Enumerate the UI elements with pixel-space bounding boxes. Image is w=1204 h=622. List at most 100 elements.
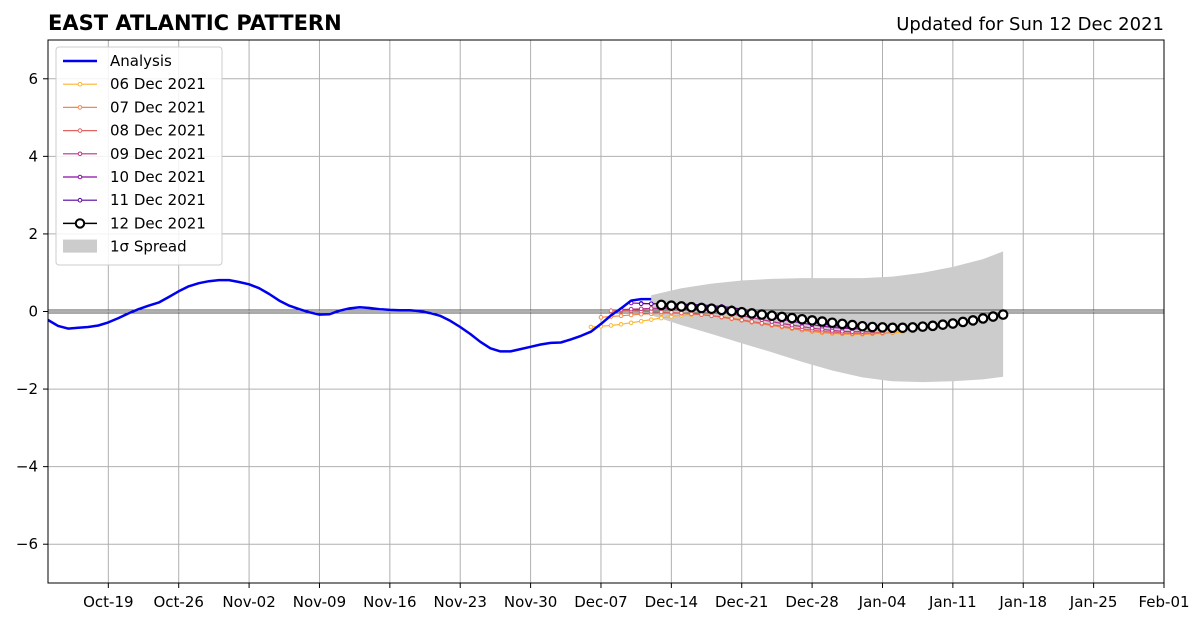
forecast-point: [699, 312, 704, 317]
x-tick-label: Dec-07: [574, 593, 628, 611]
legend-label: 1σ Spread: [110, 238, 187, 256]
forecast-point: [987, 311, 999, 322]
forecast-point: [598, 315, 604, 320]
legend-label: 07 Dec 2021: [110, 98, 206, 116]
x-tick-label: Oct-19: [83, 593, 133, 611]
forecast-point: [628, 312, 634, 318]
forecast-point: [628, 320, 634, 326]
analysis-line: [47, 278, 652, 353]
y-tick-label: 6: [28, 70, 38, 88]
spread-layer: [651, 251, 1004, 383]
forecast-point: [756, 309, 768, 320]
forecast-point: [628, 306, 634, 312]
forecast-point: [588, 324, 594, 330]
forecast-point: [648, 306, 654, 311]
legend-marker: [77, 81, 83, 87]
series-layer: [588, 299, 1009, 337]
x-tick-label: Jan-18: [998, 593, 1047, 611]
legend-marker: [77, 105, 83, 110]
x-tick-label: Nov-23: [434, 593, 487, 611]
analysis-layer: [47, 278, 652, 353]
x-tick-label: Nov-16: [363, 593, 416, 611]
legend-label: Analysis: [110, 52, 172, 70]
forecast-point: [816, 316, 828, 327]
y-tick-label: −4: [16, 458, 38, 476]
forecast-point: [857, 320, 868, 332]
x-tick-label: Jan-25: [1069, 593, 1118, 611]
forecast-point: [726, 305, 737, 317]
forecast-point: [897, 322, 908, 334]
forecast-point: [927, 320, 939, 332]
forecast-point: [608, 308, 614, 314]
forecast-point: [836, 318, 848, 330]
forecast-point: [696, 302, 707, 314]
legend-marker: [77, 197, 83, 203]
forecast-point: [776, 311, 788, 323]
forecast-point: [796, 313, 808, 325]
forecast-point: [689, 311, 694, 317]
forecast-point: [977, 313, 989, 324]
forecast-point: [947, 318, 959, 329]
y-tick-label: 2: [28, 225, 38, 243]
forecast-point: [749, 319, 755, 324]
forecast-point: [997, 309, 1009, 320]
legend-label: 06 Dec 2021: [110, 75, 206, 93]
legend-label: 12 Dec 2021: [110, 214, 206, 232]
forecast-point: [638, 301, 644, 307]
legend-marker: [77, 174, 83, 180]
spread-band: [651, 251, 1004, 383]
legend-swatch: [63, 239, 97, 253]
forecast-point: [709, 313, 714, 319]
x-tick-label: Jan-04: [858, 593, 907, 611]
forecast-point: [877, 322, 888, 333]
forecast-point: [716, 304, 727, 316]
legend-label: 11 Dec 2021: [110, 191, 206, 209]
forecast-point: [917, 321, 929, 332]
forecast-point: [779, 321, 785, 326]
forecast-point: [638, 306, 644, 312]
forecast-point: [786, 312, 798, 324]
forecast-point: [957, 316, 969, 328]
y-tick-label: −2: [16, 380, 38, 398]
forecast-point: [789, 322, 795, 328]
forecast-point: [739, 317, 745, 323]
legend-label: 09 Dec 2021: [110, 145, 206, 163]
forecast-point: [847, 319, 858, 331]
x-tick-label: Nov-30: [504, 593, 557, 611]
axis-layer: Oct-19 Oct-26 Nov-02 Nov-09 Nov-16 Nov-23 Nov-…: [16, 39, 1190, 611]
legend: Analysis 06 Dec 2021 07 Dec 2021 08 Dec 202…: [55, 46, 223, 266]
legend-label: 10 Dec 2021: [110, 168, 206, 186]
y-tick-label: −6: [16, 535, 38, 553]
y-tick-label: 4: [28, 147, 38, 165]
forecast-point: [686, 301, 697, 313]
forecast-point: [937, 319, 949, 330]
forecast-line: [611, 310, 883, 334]
forecast-point: [746, 308, 758, 319]
forecast-point: [618, 313, 624, 319]
forecast-point: [907, 322, 918, 333]
legend-marker: [77, 151, 83, 157]
x-tick-label: Feb-01: [1138, 593, 1189, 611]
forecast-point: [638, 318, 644, 324]
plot-frame: [47, 39, 1165, 584]
forecast-point: [648, 301, 654, 307]
forecast-point: [608, 323, 614, 328]
forecast-point: [719, 314, 724, 320]
forecast-point: [676, 301, 687, 312]
chart-title: EAST ATLANTIC PATTERN: [48, 11, 342, 35]
x-tick-label: Jan-11: [928, 593, 977, 611]
forecast-point: [679, 310, 684, 316]
x-tick-label: Nov-09: [293, 593, 346, 611]
chart-subtitle: Updated for Sun 12 Dec 2021: [896, 14, 1164, 35]
forecast-point: [766, 310, 778, 322]
forecast-point: [736, 306, 748, 318]
x-tick-label: Dec-14: [645, 593, 699, 611]
legend-label: 08 Dec 2021: [110, 122, 206, 140]
forecast-point: [666, 300, 677, 311]
forecast-point: [658, 315, 664, 321]
forecast-point: [826, 317, 838, 329]
forecast-point: [669, 309, 674, 315]
legend-marker: [77, 128, 83, 133]
